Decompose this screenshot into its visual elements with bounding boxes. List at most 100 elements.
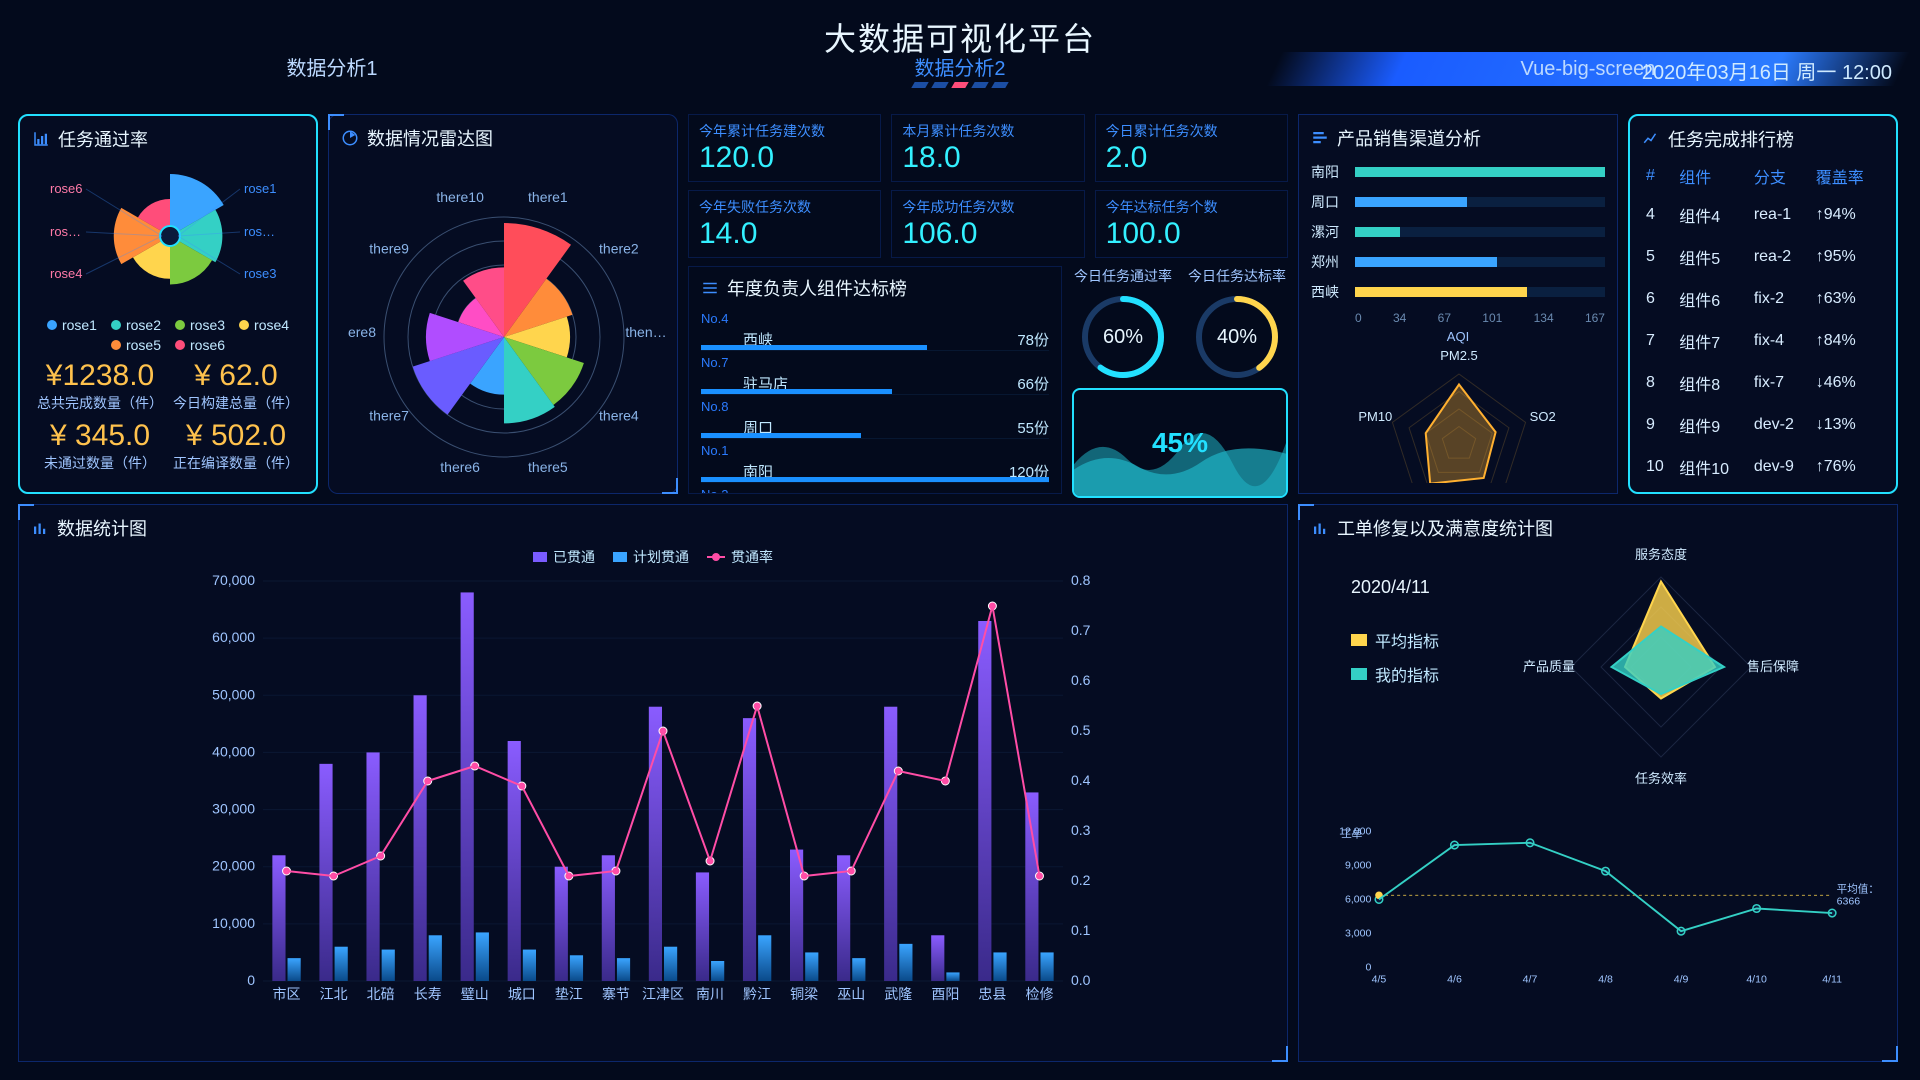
svg-text:0: 0 — [1366, 961, 1372, 973]
panel-rose-chart: 任务通过率 rose6rose1ros…ros…rose4rose3 rose1… — [18, 114, 318, 494]
rank-row: No.2新乡80份 — [701, 483, 1049, 494]
rank-row: No.7驻马店66份 — [701, 351, 1049, 395]
rose-legend: rose1rose2rose3rose4rose5rose6 — [32, 317, 304, 353]
svg-text:0.3: 0.3 — [1071, 822, 1091, 838]
bar-chart-icon — [1311, 519, 1329, 537]
pie-chart-icon — [341, 129, 359, 147]
svg-text:ros…: ros… — [244, 224, 275, 239]
svg-text:PM2.5: PM2.5 — [1440, 348, 1478, 363]
table-row: 6组件6fix-2↑63% — [1642, 278, 1884, 320]
hbar-row: 郑州 — [1311, 247, 1605, 277]
svg-text:there1: there1 — [528, 189, 568, 205]
satisfaction-radar: 服务态度售后保障任务效率 产品质量 — [1491, 547, 1831, 787]
svg-text:酉阳: 酉阳 — [931, 986, 959, 1002]
svg-text:垫江: 垫江 — [555, 986, 583, 1002]
svg-text:产品质量: 产品质量 — [1523, 659, 1575, 674]
rank-row: No.4西峡78份 — [701, 307, 1049, 351]
radar-big-chart: there1there2then…there4there5there6there… — [341, 157, 667, 487]
rose-stats: ¥1238.0总共完成数量（件）¥ 62.0今日构建总量（件）¥ 345.0未通… — [32, 359, 304, 479]
metric-card: 今年达标任务个数100.0 — [1095, 190, 1288, 258]
metric-card: 今年累计任务建次数120.0 — [688, 114, 881, 182]
svg-text:SO2: SO2 — [1530, 409, 1556, 424]
svg-text:0.0: 0.0 — [1071, 972, 1091, 988]
table-row: 7组件7fix-4↑84% — [1642, 320, 1884, 362]
gauge-target-rate: 40% — [1192, 292, 1282, 382]
tab-analysis-1[interactable]: 数据分析1 — [18, 52, 646, 86]
wave-chart: 45% — [1072, 388, 1288, 498]
datetime: 2020年03月16日 周一 12:00 — [1642, 56, 1892, 85]
svg-text:40,000: 40,000 — [212, 743, 255, 759]
svg-text:4/6: 4/6 — [1447, 974, 1462, 986]
svg-text:0.6: 0.6 — [1071, 672, 1091, 688]
svg-text:20,000: 20,000 — [212, 858, 255, 874]
svg-text:南川: 南川 — [696, 986, 724, 1002]
svg-text:60,000: 60,000 — [212, 629, 255, 645]
svg-text:黔江: 黔江 — [743, 986, 771, 1002]
svg-text:50,000: 50,000 — [212, 686, 255, 702]
svg-text:rose6: rose6 — [50, 181, 83, 196]
header: 大数据可视化平台 数据分析1 数据分析2 Vue-big-screen 2020… — [18, 8, 1902, 78]
svg-text:4/10: 4/10 — [1746, 974, 1767, 986]
metric-card: 本月累计任务次数18.0 — [891, 114, 1084, 182]
hbar-row: 西峡 — [1311, 277, 1605, 307]
svg-text:0.4: 0.4 — [1071, 772, 1091, 788]
tab-analysis-2[interactable]: 数据分析2 — [646, 52, 1274, 86]
svg-text:12,000: 12,000 — [1339, 825, 1371, 837]
svg-text:售后保障: 售后保障 — [1747, 659, 1799, 674]
hbar-row: 漯河 — [1311, 217, 1605, 247]
svg-text:服务态度: 服务态度 — [1635, 547, 1687, 562]
svg-text:there4: there4 — [599, 407, 639, 423]
svg-text:ros…: ros… — [50, 224, 81, 239]
svg-text:市区: 市区 — [273, 986, 301, 1002]
svg-text:there2: there2 — [599, 241, 639, 257]
list-icon — [701, 279, 719, 297]
rank-row: No.1南阳120份 — [701, 439, 1049, 483]
trend-icon — [1642, 130, 1660, 148]
svg-text:rose3: rose3 — [244, 266, 277, 281]
svg-text:巫山: 巫山 — [837, 986, 865, 1002]
metric-card: 今日累计任务次数2.0 — [1095, 114, 1288, 182]
panel-metrics: 今年累计任务建次数120.0本月累计任务次数18.0今日累计任务次数2.0 今年… — [688, 114, 1288, 494]
svg-text:there10: there10 — [436, 189, 484, 205]
rose-chart: rose6 rose1 ros… ros… rose4 rose3 — [32, 158, 308, 308]
svg-text:there6: there6 — [440, 459, 480, 475]
svg-text:70,000: 70,000 — [212, 572, 255, 588]
panel-ranking-table: 任务完成排行榜 #组件分支覆盖率 4组件4rea-1↑94%5组件5rea-2↑… — [1628, 114, 1898, 494]
svg-text:6,000: 6,000 — [1345, 893, 1372, 905]
svg-text:3,000: 3,000 — [1345, 927, 1372, 939]
svg-text:江津区: 江津区 — [642, 986, 684, 1002]
svg-text:0.5: 0.5 — [1071, 722, 1091, 738]
table-row: 4组件4rea-1↑94% — [1642, 194, 1884, 236]
tabs: 数据分析1 数据分析2 Vue-big-screen — [18, 52, 1902, 86]
svg-text:0.8: 0.8 — [1071, 572, 1091, 588]
svg-text:9,000: 9,000 — [1345, 859, 1372, 871]
svg-text:10,000: 10,000 — [212, 915, 255, 931]
svg-text:6366: 6366 — [1837, 895, 1861, 907]
ticket-line-chart: 工单03,0006,0009,00012,0004/54/64/74/84/94… — [1311, 797, 1885, 1017]
svg-text:忠县: 忠县 — [978, 986, 1006, 1002]
bar-chart-icon — [32, 130, 50, 148]
svg-text:0: 0 — [247, 972, 255, 988]
svg-text:4/8: 4/8 — [1598, 974, 1613, 986]
table-row: 8组件8fix-7↓46% — [1642, 362, 1884, 404]
svg-text:ere8: ere8 — [348, 324, 376, 340]
stats-bar-chart: 010,00020,00030,00040,00050,00060,00070,… — [31, 571, 1275, 1011]
svg-text:任务效率: 任务效率 — [1635, 771, 1687, 786]
svg-text:城口: 城口 — [508, 986, 536, 1002]
metric-card: 今年失败任务次数14.0 — [688, 190, 881, 258]
svg-text:there7: there7 — [369, 407, 409, 423]
svg-text:0.1: 0.1 — [1071, 922, 1091, 938]
svg-text:璧山: 璧山 — [461, 986, 489, 1002]
svg-text:长寿: 长寿 — [414, 986, 442, 1002]
bar-legend: 已贯通计划贯通.ln::after{background:#ff4da6}贯通率 — [31, 547, 1275, 567]
hbar-row: 南阳 — [1311, 157, 1605, 187]
svg-text:PM10: PM10 — [1358, 409, 1392, 424]
panel-stats-chart: 数据统计图 已贯通计划贯通.ln::after{background:#ff4d… — [18, 504, 1288, 1062]
table-row: 5组件5rea-2↑95% — [1642, 236, 1884, 278]
svg-text:rose1: rose1 — [244, 181, 277, 196]
hbar-row: 周口 — [1311, 187, 1605, 217]
svg-text:there5: there5 — [528, 459, 568, 475]
svg-text:0.2: 0.2 — [1071, 872, 1091, 888]
svg-text:rose4: rose4 — [50, 266, 83, 281]
svg-text:铜梁: 铜梁 — [790, 986, 818, 1002]
